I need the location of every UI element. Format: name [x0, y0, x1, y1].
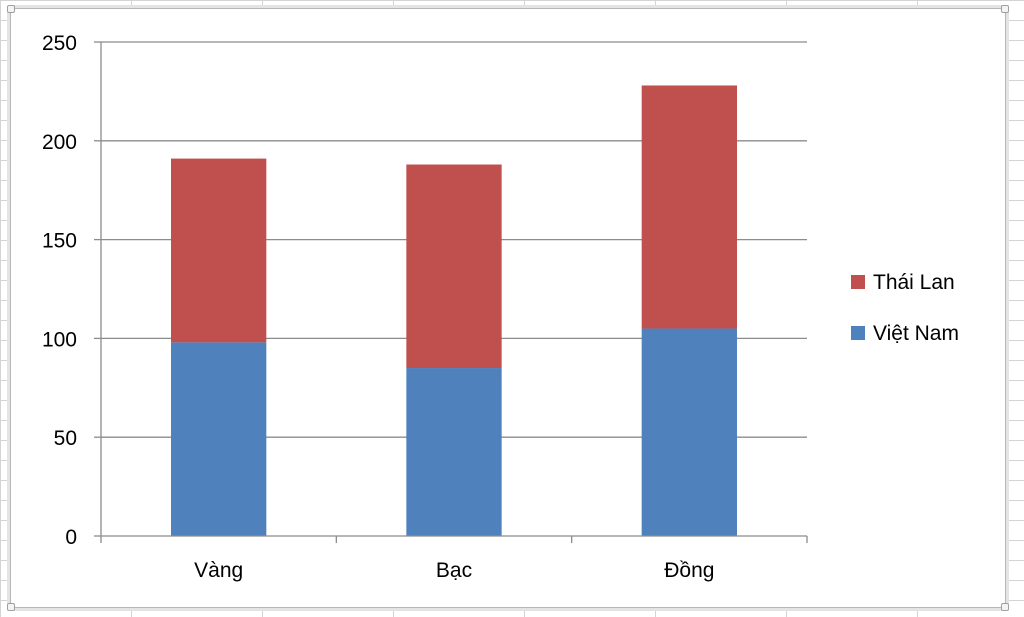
- y-tick-label: 150: [42, 230, 77, 253]
- legend-swatch: [851, 326, 865, 340]
- legend-label: Thái Lan: [873, 271, 955, 294]
- y-tick-label: 250: [42, 32, 77, 55]
- bar-series2: [171, 158, 267, 343]
- y-tick-label: 200: [42, 131, 77, 154]
- resize-handle-top-left[interactable]: [7, 5, 15, 13]
- legend-label: Việt Nam: [873, 322, 959, 345]
- y-tick-label: 100: [42, 328, 77, 351]
- legend-swatch: [851, 275, 865, 289]
- x-tick-label: Bạc: [436, 559, 472, 582]
- resize-handle-bottom-left[interactable]: [7, 603, 15, 611]
- bar-series1: [171, 342, 267, 536]
- bar-series2: [406, 164, 502, 369]
- bar-series1: [406, 368, 502, 536]
- x-tick-label: Vàng: [194, 559, 243, 582]
- bar-series2: [641, 85, 737, 329]
- legend[interactable]: Thái Lan Việt Nam: [851, 271, 959, 345]
- resize-handle-bottom-right[interactable]: [1001, 603, 1009, 611]
- resize-handle-top-right[interactable]: [1001, 5, 1009, 13]
- axes: 0 50 100 150 200 250 Vàng Bạc Đồng: [42, 32, 808, 582]
- x-tick-label: Đồng: [664, 559, 714, 582]
- bar-series1: [641, 328, 737, 536]
- y-tick-label: 0: [65, 526, 77, 549]
- y-tick-label: 50: [54, 427, 77, 450]
- bars: [171, 85, 737, 536]
